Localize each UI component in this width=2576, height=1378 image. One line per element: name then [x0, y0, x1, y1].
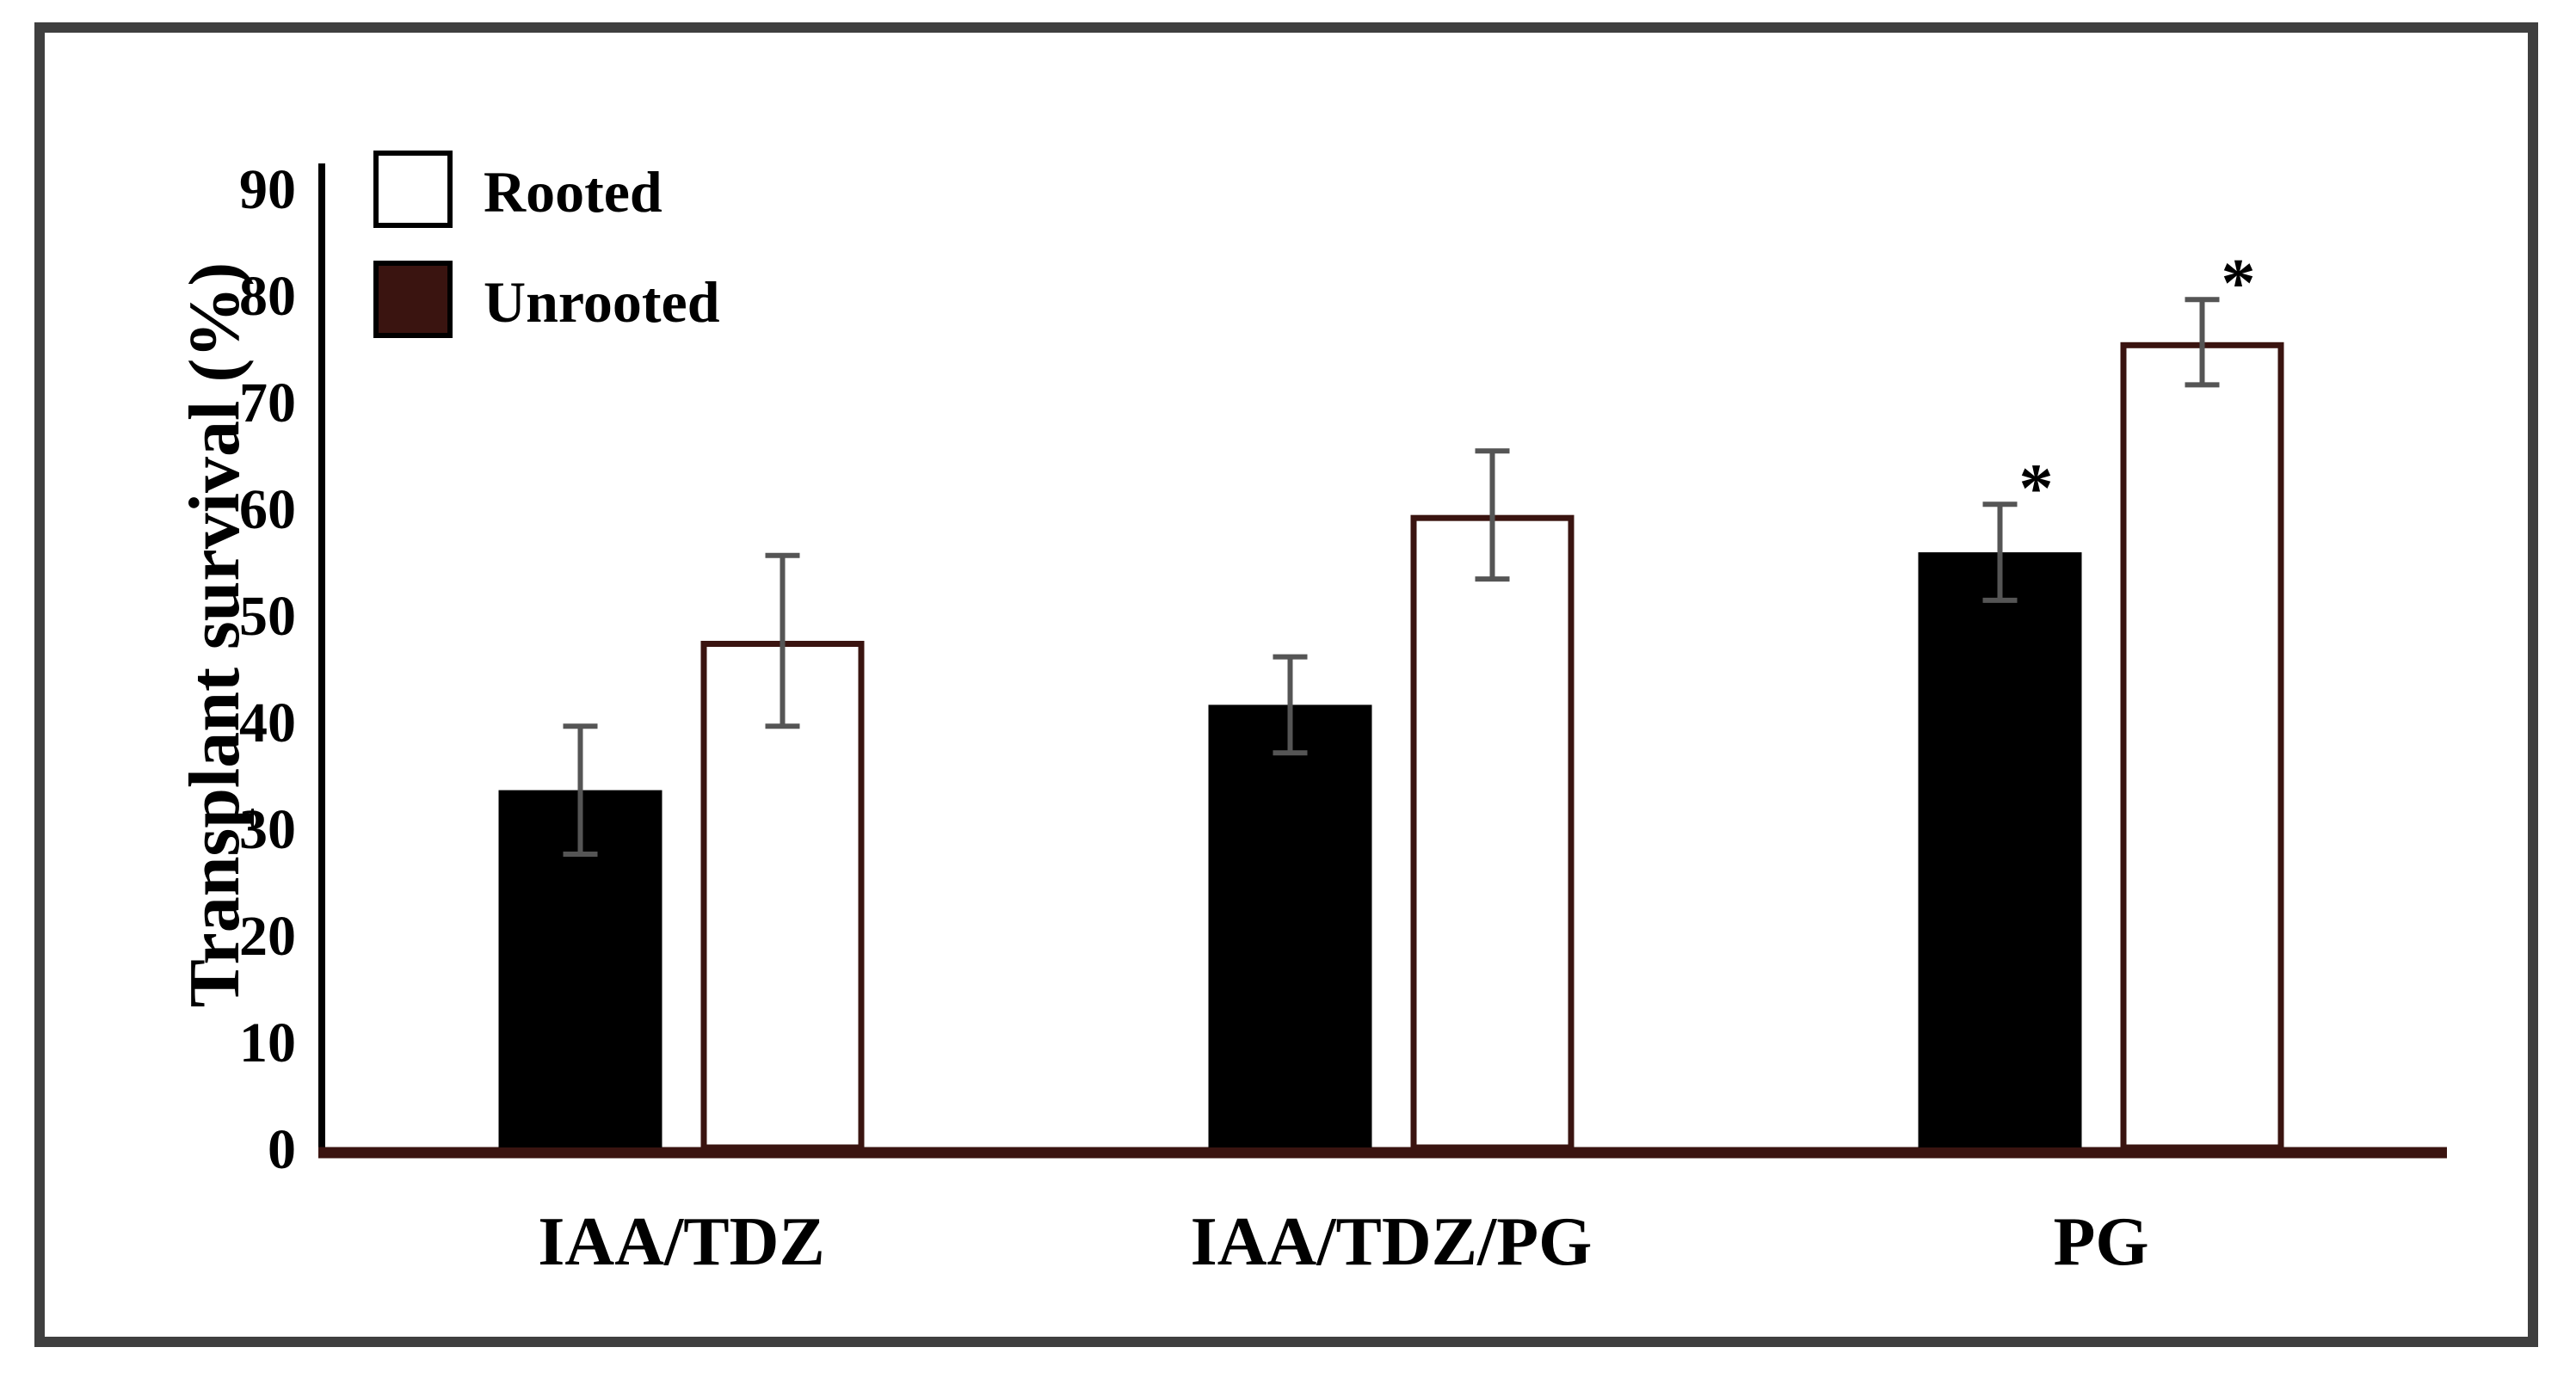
x-category-label-3: PG — [2053, 1204, 2148, 1280]
error-bar-unrooted-3 — [1982, 501, 2018, 603]
error-bar-rooted-1 — [765, 552, 800, 729]
y-tick-label-90: 90 — [239, 158, 296, 221]
error-bar-unrooted-1 — [563, 723, 598, 857]
bar-unrooted-2 — [1208, 704, 1372, 1147]
legend-label-rooted: Rooted — [484, 159, 662, 225]
significance-annotations: ** — [2019, 246, 2256, 526]
significance-star-unrooted-3: * — [2019, 451, 2054, 526]
bars — [498, 341, 2284, 1151]
y-axis-title: Transplant survival (%) — [175, 262, 255, 1008]
legend-label-unrooted: Unrooted — [484, 269, 720, 335]
y-tick-label-40: 40 — [239, 692, 296, 754]
legend-swatch-unrooted — [373, 261, 453, 338]
x-category-labels: IAA/TDZ IAA/TDZ/PG PG — [538, 1204, 2148, 1280]
error-bar-unrooted-2 — [1273, 654, 1308, 756]
y-tick-label-50: 50 — [239, 585, 296, 648]
axes — [318, 163, 2447, 1159]
y-tick-label-70: 70 — [239, 372, 296, 434]
error-bar-rooted-3 — [2185, 297, 2220, 388]
y-tick-label-20: 20 — [239, 905, 296, 968]
bar-rooted-2 — [1410, 514, 1575, 1151]
legend-swatch-rooted — [373, 151, 453, 228]
y-tick-label-60: 60 — [239, 478, 296, 541]
x-category-label-2: IAA/TDZ/PG — [1191, 1204, 1593, 1280]
chart-frame: 0 10 20 30 40 50 60 70 80 90 IAA/TDZ IAA/TDZ/PG PG … — [34, 22, 2538, 1347]
significance-star-rooted-3: * — [2222, 246, 2256, 322]
y-tick-label-10: 10 — [239, 1012, 296, 1074]
y-tick-labels: 0 10 20 30 40 50 60 70 80 90 — [239, 158, 296, 1181]
legend: Rooted Unrooted — [373, 151, 720, 338]
x-category-label-1: IAA/TDZ — [538, 1204, 824, 1280]
error-bars — [563, 297, 2220, 857]
error-bar-rooted-2 — [1475, 448, 1510, 582]
y-tick-label-80: 80 — [239, 265, 296, 328]
y-tick-label-0: 0 — [268, 1118, 296, 1181]
bar-unrooted-3 — [1918, 552, 2082, 1147]
bar-rooted-3 — [2120, 341, 2284, 1151]
y-tick-label-30: 30 — [239, 798, 296, 861]
